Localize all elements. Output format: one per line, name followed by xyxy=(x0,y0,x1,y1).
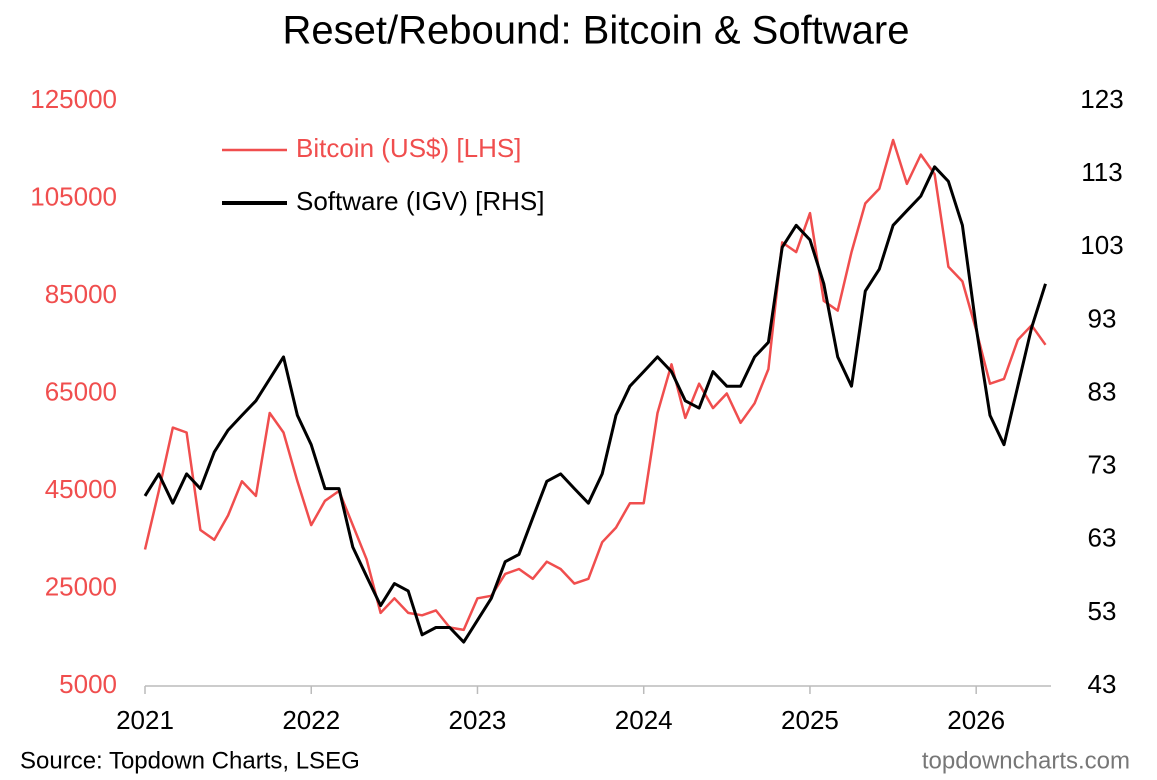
y-tick-label: 5000 xyxy=(59,669,117,699)
y-tick-label: 45000 xyxy=(45,474,117,504)
y-tick-label: 85000 xyxy=(45,279,117,309)
y2-tick-label: 113 xyxy=(1081,157,1122,187)
source-note: Source: Topdown Charts, LSEG xyxy=(20,747,360,774)
y2-tick-label: 83 xyxy=(1088,376,1117,406)
x-tick-label: 2021 xyxy=(116,705,174,735)
y2-tick-label: 123 xyxy=(1080,84,1123,114)
series-line xyxy=(143,138,1047,632)
legend-label: Software (IGV) [RHS] xyxy=(296,186,545,216)
x-tick-label: 2023 xyxy=(449,705,507,735)
y2-tick-label: 53 xyxy=(1088,596,1117,626)
x-tick-label: 2026 xyxy=(947,705,1005,735)
y-tick-label: 25000 xyxy=(45,571,117,601)
series-line xyxy=(143,165,1047,644)
y-tick-label: 125000 xyxy=(30,84,117,114)
x-tick-label: 2024 xyxy=(615,705,673,735)
y-tick-label: 65000 xyxy=(45,376,117,406)
y2-tick-label: 63 xyxy=(1088,523,1117,553)
y2-tick-label: 73 xyxy=(1088,450,1117,480)
x-tick-label: 2025 xyxy=(781,705,839,735)
y-tick-label: 105000 xyxy=(30,181,117,211)
y2-tick-label: 43 xyxy=(1088,669,1117,699)
watermark: topdowncharts.com xyxy=(922,747,1130,774)
legend-label: Bitcoin (US$) [LHS] xyxy=(296,133,521,163)
chart-title: Reset/Rebound: Bitcoin & Software xyxy=(282,9,909,53)
y2-tick-label: 93 xyxy=(1088,303,1117,333)
y2-tick-label: 103 xyxy=(1080,230,1123,260)
x-tick-label: 2022 xyxy=(282,705,340,735)
